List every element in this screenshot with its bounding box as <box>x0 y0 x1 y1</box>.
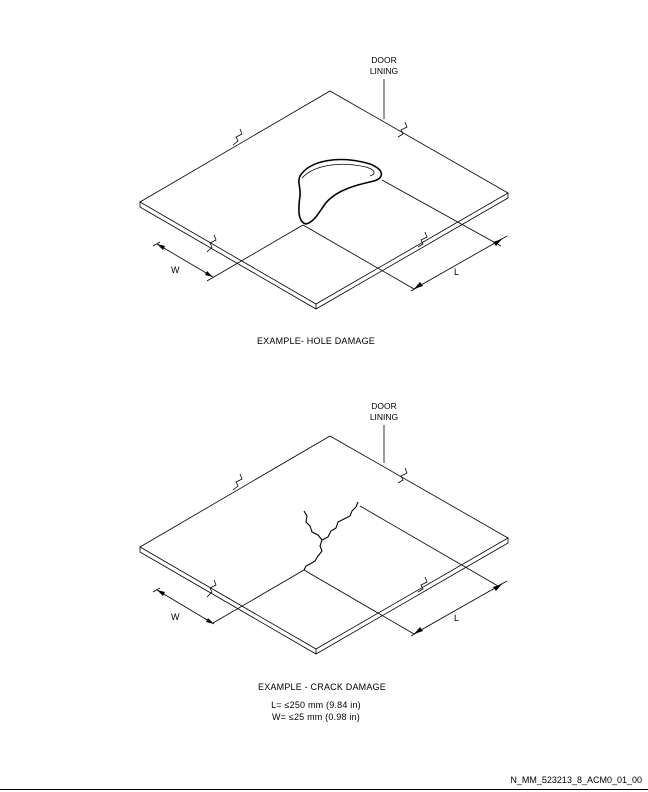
break-mark <box>417 231 428 248</box>
measure-line-l <box>302 224 415 290</box>
hole-inner-edge <box>301 163 375 179</box>
callout-line-1: DOOR <box>371 401 397 411</box>
panel-edge <box>139 538 509 655</box>
panel-edge <box>139 193 509 310</box>
break-mark <box>232 473 243 491</box>
w-dimension-line <box>156 243 214 278</box>
measure-line-upper <box>381 179 502 247</box>
arrowhead <box>414 627 423 634</box>
break-mark <box>397 121 408 138</box>
l-dimension-line <box>413 583 503 635</box>
footer-divider <box>0 789 648 790</box>
w-extension <box>152 241 161 247</box>
hole-outline <box>298 158 383 225</box>
arrowhead <box>157 590 165 596</box>
w-dimension-line <box>156 589 215 625</box>
callout-line-2: LINING <box>370 66 398 76</box>
l-label: L <box>454 267 459 277</box>
measure-line-w <box>206 224 304 282</box>
arrowhead <box>205 271 213 277</box>
measure-line-upper <box>359 505 499 587</box>
figure-caption: EXAMPLE- HOLE DAMAGE <box>257 336 375 346</box>
l-label: L <box>454 613 459 623</box>
measure-line-l <box>303 569 415 635</box>
callout-line-1: DOOR <box>371 55 397 65</box>
crack-damage-figure: W L DOOR LINING EXAMPLE - CRACK DAMAGE L… <box>139 401 509 722</box>
figure-caption: EXAMPLE - CRACK DAMAGE <box>258 682 386 692</box>
w-label: W <box>171 265 180 275</box>
arrowhead <box>414 282 423 289</box>
hole-damage-figure: W L DOOR LINING EXAMPLE- HOLE DAMAGE <box>139 55 509 346</box>
l-dimension-line <box>413 238 503 290</box>
break-mark <box>232 128 243 146</box>
crack-line <box>303 501 359 571</box>
figure-reference-code: N_MM_523213_8_ACM0_01_00 <box>510 775 642 785</box>
break-mark <box>417 576 428 593</box>
arrowhead <box>206 618 214 624</box>
break-mark <box>397 467 408 484</box>
width-limit: W= ≤25 mm (0.98 in) <box>272 712 360 722</box>
length-limit: L= ≤250 mm (9.84 in) <box>271 700 361 710</box>
panel-top-face <box>139 435 509 650</box>
callout-line-2: LINING <box>370 412 398 422</box>
arrowhead <box>493 584 502 591</box>
measure-line-w <box>212 569 305 624</box>
w-label: W <box>171 612 180 622</box>
w-extension <box>152 587 161 593</box>
arrowhead <box>493 239 502 246</box>
arrowhead <box>157 244 165 250</box>
break-mark <box>206 234 217 253</box>
panel-top-face <box>139 90 509 305</box>
break-mark <box>206 579 217 598</box>
